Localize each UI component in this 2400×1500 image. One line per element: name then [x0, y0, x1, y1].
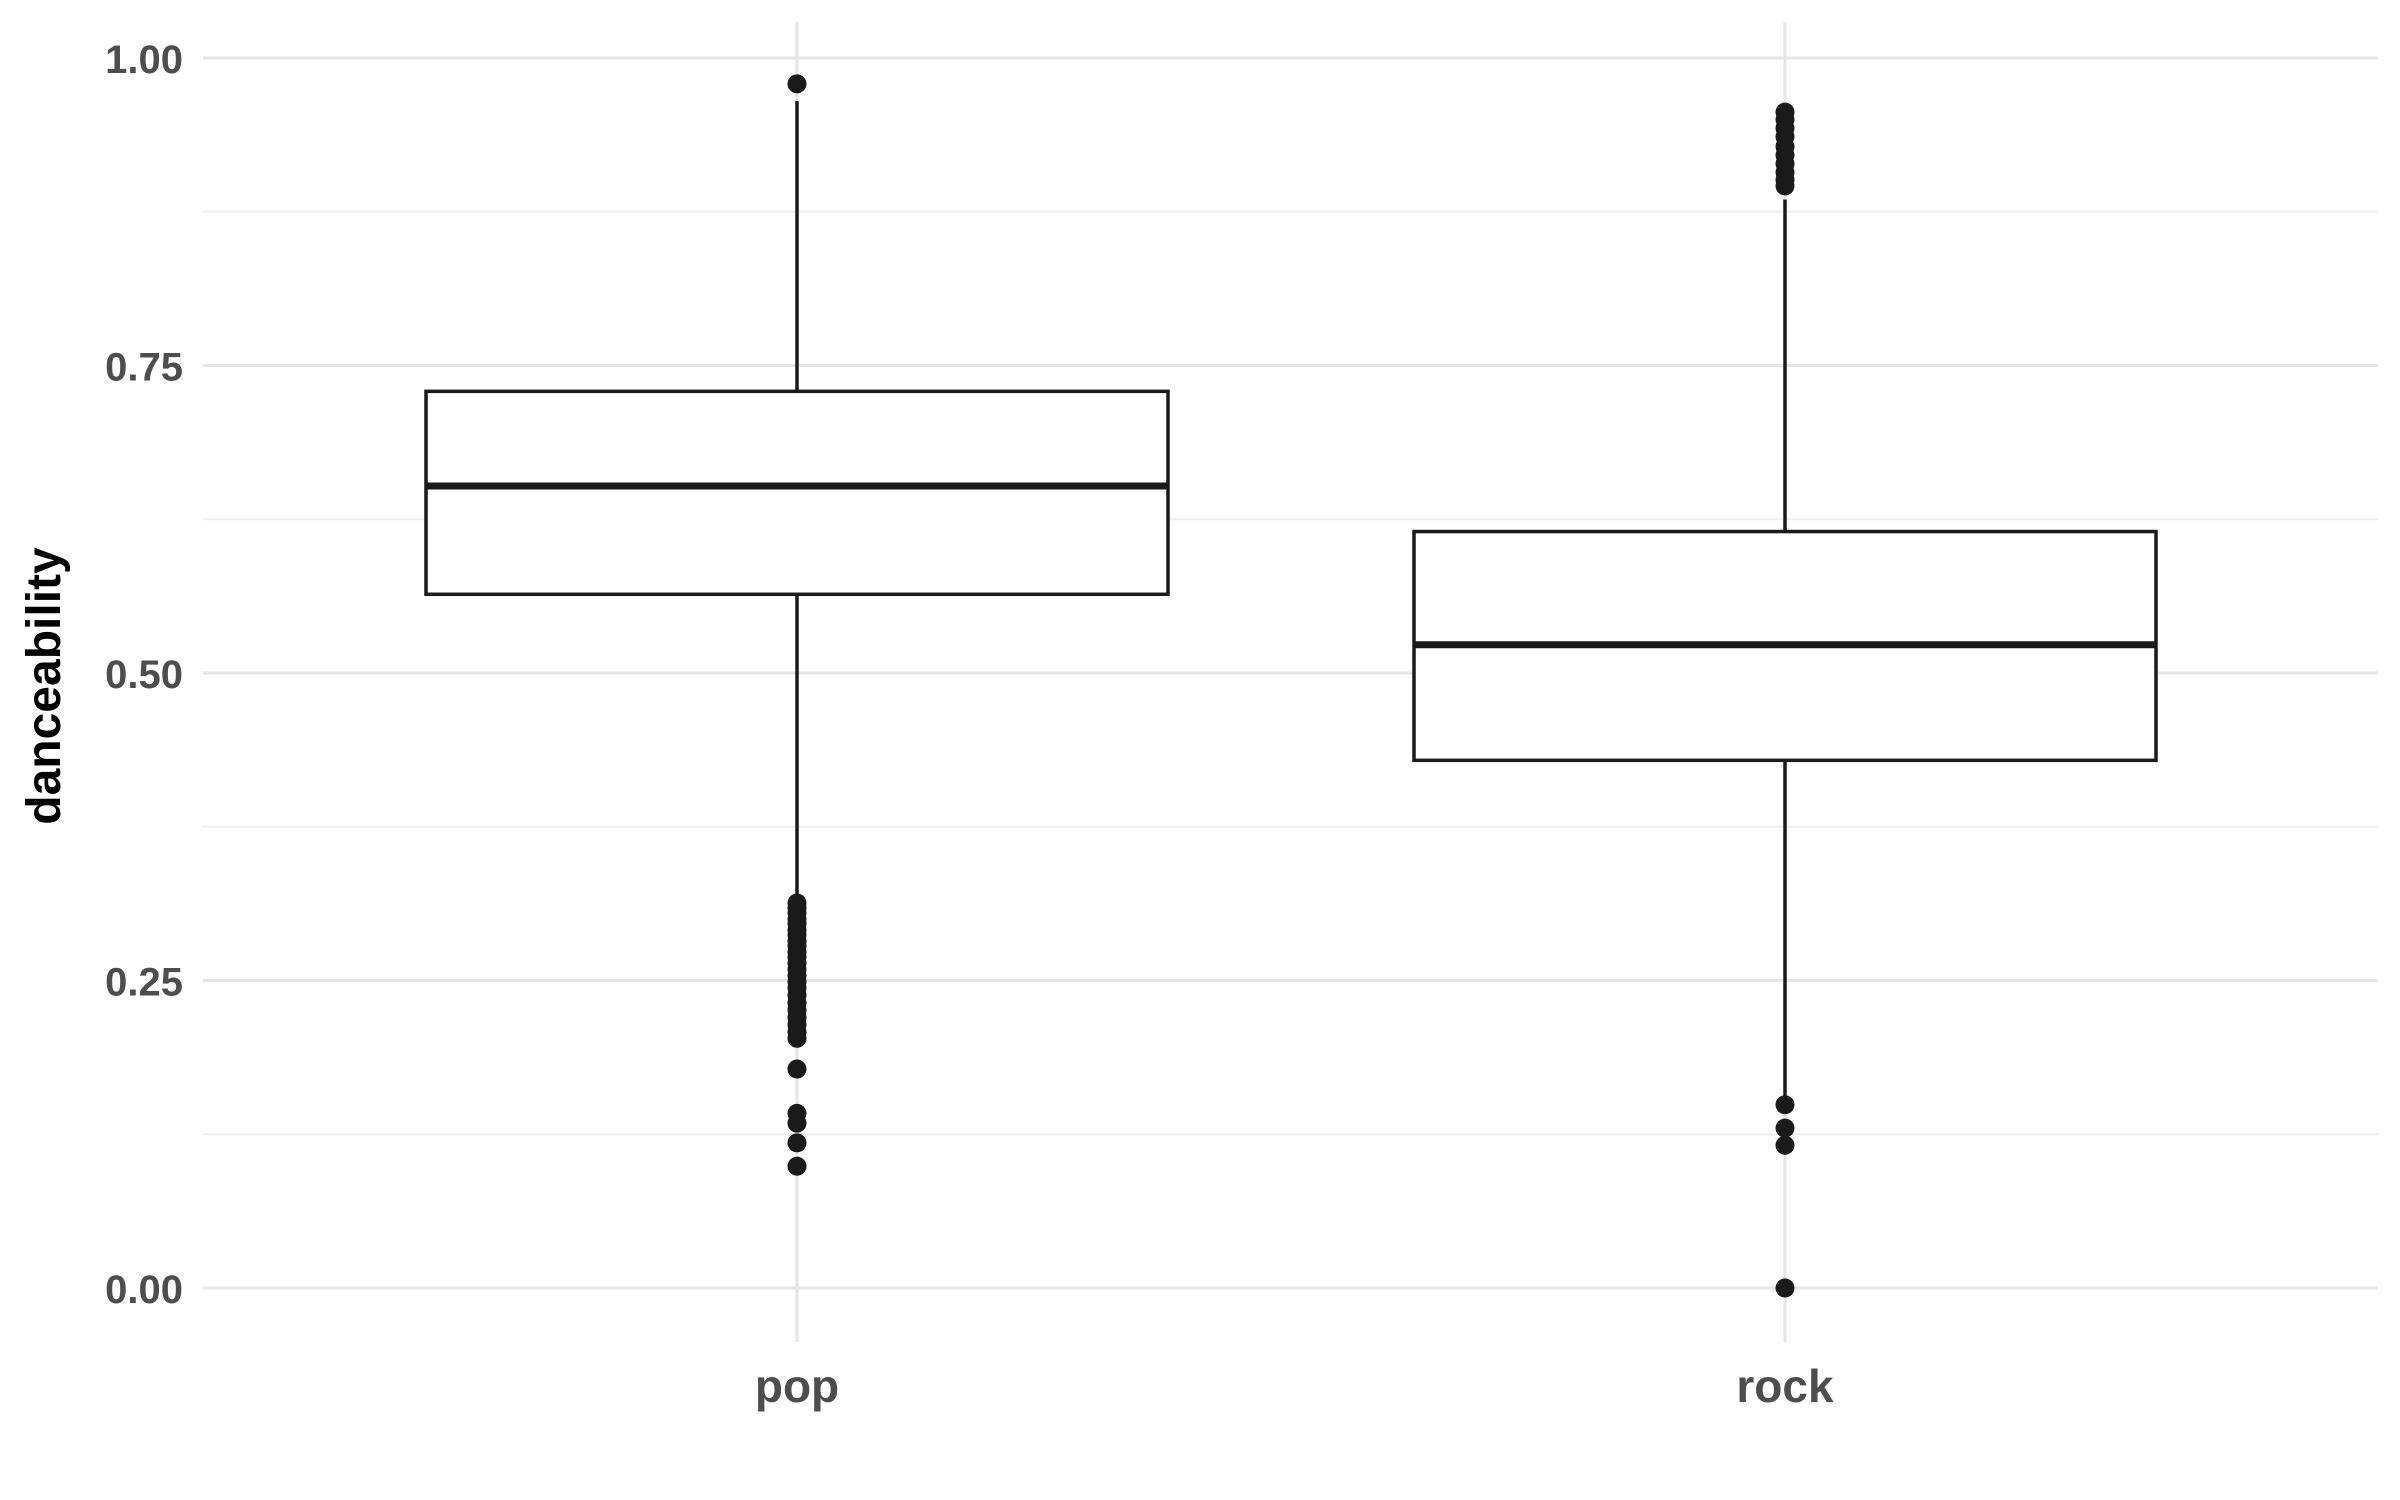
box-rock — [1412, 102, 2158, 1298]
x-axis-tick-labels: pop rock — [755, 1360, 1834, 1412]
outlier-point — [787, 1113, 807, 1133]
box-pop — [424, 74, 1170, 1176]
outlier-point — [787, 74, 807, 94]
outlier-point — [1775, 1278, 1795, 1298]
outlier-point — [787, 1133, 807, 1153]
outlier-point — [787, 1156, 807, 1176]
y-tick-label: 0.75 — [105, 346, 183, 390]
y-axis-tick-labels: 0.00 0.25 0.50 0.75 1.00 — [105, 38, 183, 1312]
outlier-point — [787, 1028, 807, 1048]
x-tick-label: rock — [1736, 1360, 1834, 1412]
outlier-point — [787, 1059, 807, 1079]
iqr-box — [424, 389, 1170, 597]
y-tick-label: 0.25 — [105, 961, 183, 1005]
y-axis-title: danceability — [18, 547, 71, 825]
box-layer — [424, 74, 2158, 1298]
y-tick-label: 1.00 — [105, 38, 183, 82]
outlier-point — [1775, 176, 1795, 196]
outlier-point — [1775, 1135, 1795, 1155]
outlier-point — [1775, 1095, 1795, 1115]
y-tick-label: 0.00 — [105, 1268, 183, 1312]
outlier-point — [1775, 1118, 1795, 1138]
y-tick-label: 0.50 — [105, 653, 183, 697]
x-tick-label: pop — [755, 1360, 839, 1412]
